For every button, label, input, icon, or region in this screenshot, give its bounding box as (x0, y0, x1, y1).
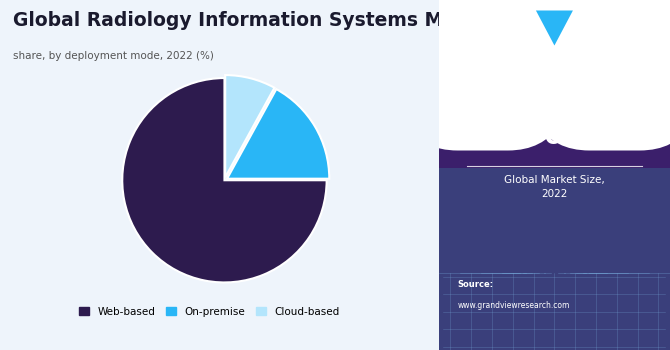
Text: share, by deployment mode, 2022 (%): share, by deployment mode, 2022 (%) (13, 51, 214, 61)
Polygon shape (536, 10, 573, 46)
Text: Global Market Size,
2022: Global Market Size, 2022 (504, 175, 605, 199)
Text: Source:: Source: (458, 280, 494, 289)
Text: GRAND VIEW RESEARCH: GRAND VIEW RESEARCH (507, 58, 602, 64)
Wedge shape (225, 75, 275, 177)
FancyBboxPatch shape (370, 168, 670, 350)
Text: $900.4M: $900.4M (487, 122, 622, 150)
Text: www.grandviewresearch.com: www.grandviewresearch.com (458, 301, 570, 310)
Text: Global Radiology Information Systems Market: Global Radiology Information Systems Mar… (13, 10, 499, 29)
Legend: Web-based, On-premise, Cloud-based: Web-based, On-premise, Cloud-based (74, 302, 344, 321)
FancyBboxPatch shape (520, 0, 670, 150)
Wedge shape (122, 78, 327, 282)
FancyBboxPatch shape (388, 0, 578, 150)
FancyBboxPatch shape (370, 0, 670, 350)
Wedge shape (227, 89, 329, 179)
